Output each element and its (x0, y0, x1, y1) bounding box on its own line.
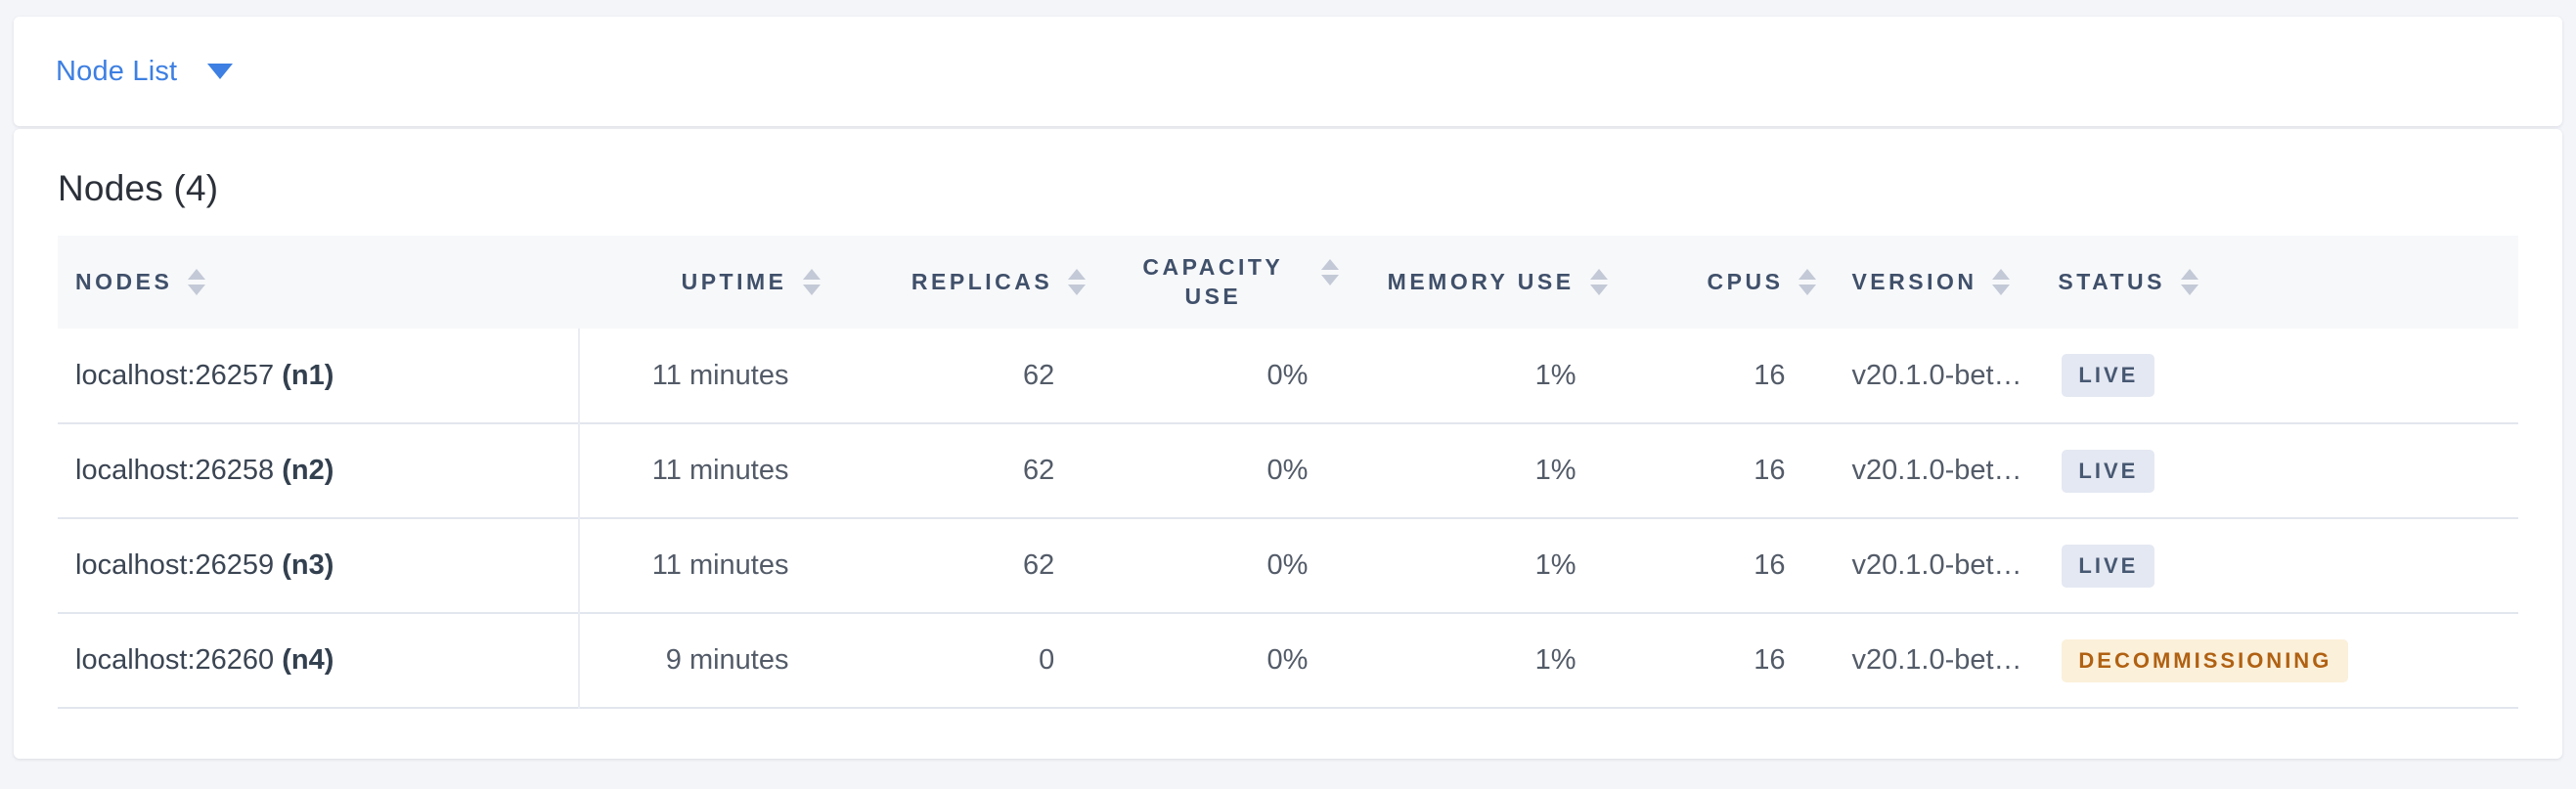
cell-uptime: 11 minutes (651, 359, 789, 391)
cell-version: v20.1.0-bet… (1851, 359, 2022, 391)
column-label-status: STATUS (2058, 269, 2165, 294)
column-header-cpus[interactable]: CPUS (1616, 236, 1825, 329)
column-label-nodes: NODES (75, 269, 173, 294)
node-list-dropdown-label: Node List (56, 55, 178, 87)
node-list-dropdown[interactable]: Node List (56, 55, 234, 88)
cell-uptime: 11 minutes (651, 455, 789, 486)
cell-node-address: localhost:26258 (n2) (58, 423, 581, 518)
column-header-replicas[interactable]: REPLICAS (828, 236, 1094, 329)
node-address: localhost:26259 (75, 549, 283, 581)
cell-status: LIVE (2048, 423, 2518, 518)
sort-icon (1068, 269, 1087, 295)
cell-node-address: localhost:26257 (n1) (58, 329, 581, 423)
status-badge: LIVE (2062, 449, 2155, 493)
column-label-replicas: REPLICAS (910, 269, 1053, 294)
cell-capacity-use: 0% (1266, 359, 1309, 391)
status-badge: LIVE (2062, 544, 2155, 588)
column-label-cpus: CPUS (1707, 269, 1784, 294)
cell-status: LIVE (2048, 518, 2518, 613)
cell-node-address: localhost:26260 (n4) (58, 613, 581, 708)
cell-version: v20.1.0-bet… (1851, 549, 2022, 581)
view-selector-bar: Node List (14, 17, 2562, 126)
node-id: (n2) (282, 455, 334, 486)
column-header-status[interactable]: STATUS (2048, 236, 2518, 329)
column-label-capacity: CAPACITY USE (1142, 253, 1284, 309)
cell-status: DECOMMISSIONING (2048, 613, 2518, 708)
sort-icon (802, 269, 821, 295)
caret-down-icon (207, 64, 234, 79)
column-header-uptime[interactable]: UPTIME (579, 236, 827, 329)
node-address: localhost:26258 (75, 455, 283, 486)
table-row[interactable]: localhost:26257 (n1) 11 minutes 62 0% 1% 16 v2… (58, 329, 2518, 423)
cell-uptime: 9 minutes (665, 644, 789, 676)
status-badge: DECOMMISSIONING (2062, 638, 2349, 682)
cell-uptime: 11 minutes (651, 549, 789, 581)
cell-version: v20.1.0-bet… (1851, 644, 2022, 676)
sort-icon (1992, 269, 2011, 295)
cell-replicas: 62 (1022, 549, 1055, 581)
column-header-capacity[interactable]: CAPACITY USE (1093, 236, 1347, 329)
node-id: (n4) (282, 644, 334, 676)
node-address: localhost:26257 (75, 359, 283, 391)
sort-icon (2181, 269, 2198, 295)
node-id: (n3) (282, 549, 334, 581)
cell-cpus: 16 (1754, 359, 1786, 391)
cell-memory-use: 1% (1534, 359, 1577, 391)
cell-replicas: 62 (1022, 455, 1055, 486)
column-label-memory: MEMORY USE (1387, 269, 1575, 294)
table-row[interactable]: localhost:26258 (n2) 11 minutes 62 0% 1% 16 v2… (58, 423, 2518, 518)
cell-memory-use: 1% (1534, 644, 1577, 676)
nodes-table-body: localhost:26257 (n1) 11 minutes 62 0% 1% 16 v2… (58, 329, 2518, 708)
column-label-version: VERSION (1851, 269, 1977, 294)
node-id: (n1) (282, 359, 334, 391)
sort-icon (1799, 269, 1817, 295)
cell-memory-use: 1% (1534, 455, 1577, 486)
cell-cpus: 16 (1754, 549, 1786, 581)
status-badge: LIVE (2062, 354, 2155, 397)
column-label-uptime: UPTIME (681, 269, 787, 294)
cell-version: v20.1.0-bet… (1851, 455, 2022, 486)
sort-icon (1321, 258, 1340, 285)
nodes-table: NODES UPTIME REPLICAS CAPACITY USE MEMORY US… (58, 236, 2518, 709)
sort-icon (1589, 269, 1608, 295)
cell-node-address: localhost:26259 (n3) (58, 518, 581, 613)
column-header-nodes[interactable]: NODES (58, 236, 579, 329)
cell-cpus: 16 (1754, 455, 1786, 486)
page-title: Nodes (4) (58, 168, 219, 208)
cell-status: LIVE (2048, 329, 2518, 423)
node-address: localhost:26260 (75, 644, 283, 676)
cell-cpus: 16 (1754, 644, 1786, 676)
cell-replicas: 0 (1039, 644, 1055, 676)
table-row[interactable]: localhost:26259 (n3) 11 minutes 62 0% 1% 16 v2… (58, 518, 2518, 613)
cell-capacity-use: 0% (1266, 549, 1309, 581)
column-header-version[interactable]: VERSION (1824, 236, 2048, 329)
cell-memory-use: 1% (1534, 549, 1577, 581)
sort-icon (188, 269, 206, 295)
table-row[interactable]: localhost:26260 (n4) 9 minutes 0 0% 1% 16 v20.… (58, 613, 2518, 708)
table-header-row: NODES UPTIME REPLICAS CAPACITY USE MEMORY US… (58, 236, 2518, 329)
cell-replicas: 62 (1022, 359, 1055, 391)
column-header-memory[interactable]: MEMORY USE (1347, 236, 1615, 329)
nodes-card: Nodes (4) NODES UPTIME REPLICAS CAPACITY US… (14, 129, 2562, 759)
cell-capacity-use: 0% (1266, 644, 1309, 676)
cell-capacity-use: 0% (1266, 455, 1309, 486)
